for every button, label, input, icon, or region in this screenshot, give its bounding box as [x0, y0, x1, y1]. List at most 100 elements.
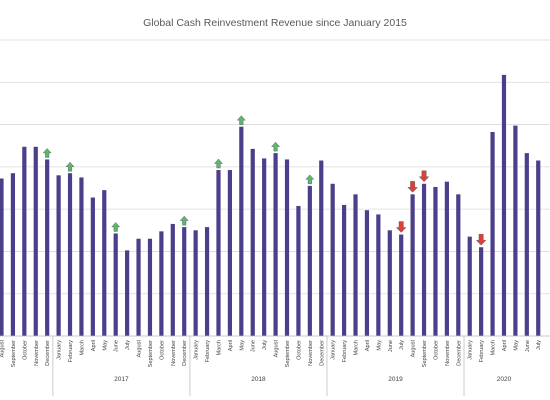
x-tick-label: December [182, 340, 188, 366]
bar [376, 214, 381, 336]
bar [444, 181, 449, 336]
x-tick-label: May [513, 340, 519, 351]
x-tick-label: July [262, 340, 268, 350]
x-tick-label: June [388, 340, 394, 352]
x-tick-label: July [125, 340, 131, 350]
bar [353, 194, 358, 336]
bar [319, 160, 324, 336]
bar [227, 170, 232, 336]
arrow-down-icon [475, 233, 487, 246]
arrow-up-icon [214, 158, 223, 169]
bar [490, 131, 495, 336]
x-tick-label: April [365, 340, 371, 351]
bar [284, 159, 290, 336]
x-tick-label: August [411, 340, 417, 358]
x-tick-label: February [205, 340, 211, 363]
bar [399, 234, 404, 336]
x-tick-label: September [285, 340, 291, 367]
x-tick-label: June [114, 340, 120, 352]
x-tick-label: November [34, 340, 40, 366]
bar [536, 160, 541, 336]
x-tick-label: October [159, 340, 165, 360]
arrow-down-icon [418, 170, 430, 183]
bar [524, 153, 529, 336]
x-tick-label: February [342, 340, 348, 363]
bar [262, 158, 267, 336]
x-tick-label: March [491, 340, 497, 356]
x-tick-label: April [91, 340, 97, 351]
arrow-up-icon [65, 161, 75, 172]
x-tick-label: January [194, 340, 200, 360]
year-label: 2018 [251, 376, 266, 383]
x-tick-label: May [239, 340, 245, 351]
arrow-up-icon [271, 141, 281, 152]
x-tick-label: June [251, 340, 257, 352]
bar [0, 178, 4, 336]
x-tick-label: January [468, 340, 474, 360]
arrow-up-icon [111, 222, 121, 232]
x-tick-label: August [274, 340, 280, 358]
year-label: 2017 [114, 376, 129, 383]
bar [296, 205, 301, 336]
x-tick-label: March [216, 340, 222, 356]
x-tick-label: July [536, 340, 542, 350]
bar [56, 175, 61, 336]
x-tick-label: November [171, 340, 177, 366]
x-tick-label: September [148, 340, 154, 367]
bar [147, 238, 153, 336]
bar [216, 170, 221, 336]
x-tick-label: February [68, 340, 74, 363]
bar [273, 153, 278, 336]
x-tick-label: October [296, 340, 302, 360]
bar [90, 197, 95, 336]
bar [193, 230, 198, 336]
bar [136, 238, 141, 336]
x-tick-label: May [376, 340, 382, 351]
bar [479, 247, 484, 336]
arrow-up-icon [236, 115, 246, 125]
bar [501, 74, 507, 336]
bar [159, 231, 164, 336]
bar [433, 186, 438, 336]
bar [10, 173, 16, 336]
bar [250, 148, 255, 336]
bar [45, 159, 50, 336]
year-label: 2019 [388, 376, 403, 383]
bar [456, 194, 461, 336]
x-tick-label: August [0, 340, 6, 358]
bar [342, 204, 347, 336]
x-tick-label: October [433, 340, 439, 360]
x-tick-label: November [308, 340, 314, 366]
arrow-up-icon [179, 215, 189, 226]
x-tick-label: November [445, 340, 451, 366]
x-tick-label: August [137, 340, 143, 358]
chart-title: Global Cash Reinvestment Revenue since J… [143, 17, 407, 29]
bar [307, 185, 312, 336]
year-label: 2020 [497, 376, 512, 383]
x-tick-label: October [22, 340, 28, 360]
x-tick-label: December [319, 340, 325, 366]
bar [410, 194, 415, 336]
arrow-up-icon [305, 174, 315, 185]
bar [204, 227, 210, 336]
x-tick-label: March [79, 340, 85, 356]
bar [239, 126, 244, 336]
bar [102, 190, 107, 336]
x-tick-label: June [525, 340, 531, 352]
arrow-down-icon [407, 181, 418, 193]
x-tick-label: May [102, 340, 108, 351]
bar [182, 227, 187, 336]
x-tick-label: July [399, 340, 405, 350]
bar [421, 183, 427, 336]
x-tick-label: April [502, 340, 508, 351]
arrow-up-icon [42, 148, 52, 158]
x-tick-label: December [45, 340, 51, 366]
bar [125, 250, 130, 336]
x-tick-label: March [354, 340, 360, 356]
arrow-down-icon [395, 221, 407, 233]
bar [364, 210, 370, 336]
bar [33, 146, 38, 336]
x-tick-label: September [11, 340, 17, 367]
bar [67, 173, 73, 336]
